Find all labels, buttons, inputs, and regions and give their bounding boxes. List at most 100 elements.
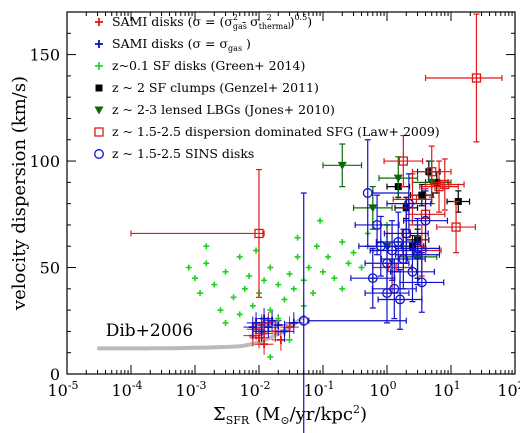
marker-open-circle (395, 294, 406, 305)
x-axis-label: ΣSFR (M⊙/yr/kpc2) (213, 403, 367, 427)
data-point (427, 167, 437, 177)
legend-entry: z ~ 1.5-2.5 SINS disks (94, 146, 254, 161)
marker-square (418, 191, 426, 199)
dib-relation-line (97, 314, 306, 351)
x-axis-label-sub: SFR (226, 414, 250, 427)
data-point (416, 277, 427, 288)
marker-open-circle (387, 245, 398, 256)
data-point (185, 264, 192, 271)
data-point (94, 149, 104, 159)
legend-entry: z~0.1 SF disks (Green+ 2014) (95, 58, 305, 73)
marker-open-circle (403, 198, 414, 209)
x-tick-base: 10 (433, 381, 453, 400)
data-point (325, 253, 332, 260)
data-point (275, 281, 282, 288)
x-tick-exponent: 2 (518, 379, 520, 392)
marker-open-circle (362, 188, 373, 198)
y-tick-label: 100 (29, 152, 60, 171)
marker-open-circle (412, 243, 423, 254)
data-point (230, 294, 237, 301)
x-tick-label: 10-2 (239, 379, 270, 400)
x-tick-exponent: 0 (390, 379, 397, 392)
data-point (253, 247, 260, 254)
data-point (289, 318, 298, 327)
data-point (368, 204, 378, 213)
data-point (294, 234, 301, 241)
y-axis-label: velocity dispersion (km/s) (9, 76, 30, 311)
data-point (261, 277, 268, 284)
data-point (294, 253, 301, 260)
data-point (337, 161, 347, 170)
data-point (393, 174, 403, 183)
marker-open-square (254, 228, 264, 239)
data-point (260, 314, 269, 323)
data-point (350, 249, 357, 256)
legend-label: z ~ 1.5-2.5 dispersion dominated SFG (La… (112, 124, 440, 139)
x-tick-label: 101 (433, 379, 460, 400)
legend-superscript: 2 (267, 13, 272, 22)
x-tick-exponent: -2 (260, 379, 271, 392)
data-point (362, 188, 373, 198)
data-point (246, 273, 253, 280)
legend-entry: z ~ 1.5-2.5 dispersion dominated SFG (La… (94, 124, 440, 139)
data-point (407, 266, 418, 277)
data-point (418, 191, 426, 199)
data-point (420, 215, 431, 226)
legend-label: SAMI disks (σ = σgas ) (112, 36, 251, 53)
data-point (320, 268, 326, 275)
data-point (264, 323, 273, 332)
y-tick-labels: 0 50 100 150 (29, 46, 60, 384)
y-tick-label: 150 (29, 46, 60, 65)
legend-text-part: - σ (238, 14, 259, 29)
marker-open-square (451, 222, 461, 232)
data-point (267, 353, 274, 360)
x-tick-exponent: -1 (324, 379, 335, 392)
data-point (257, 327, 266, 336)
x-tick-base: 10 (111, 381, 131, 400)
legend-label: z ~ 2-3 lensed LBGs (Jones+ 2010) (112, 102, 335, 117)
data-point (267, 264, 274, 271)
x-tick-labels: 10-510-410-310-210-1100101102 (47, 379, 520, 400)
x-tick-label: 100 (369, 379, 396, 400)
data-point (310, 290, 317, 297)
x-axis-label-sigma: Σ (213, 404, 226, 425)
data-point (222, 319, 229, 326)
data-point (305, 264, 312, 271)
x-tick-base: 10 (175, 381, 195, 400)
series-group (243, 307, 304, 343)
legend-label: z ~ 1.5-2.5 SINS disks (112, 146, 254, 161)
marker-open-square (94, 127, 104, 137)
marker-open-circle (367, 273, 378, 284)
marker-triangle (337, 161, 347, 170)
data-point (95, 18, 103, 26)
data-point (345, 260, 352, 267)
marker-open-circle (382, 288, 392, 299)
data-point (276, 335, 285, 344)
axis-ticks (66, 11, 516, 375)
x-tick-exponent: 1 (454, 379, 461, 392)
marker-open-square (427, 167, 437, 177)
data-point (286, 336, 293, 343)
marker-open-square (398, 156, 408, 166)
marker-open-circle (407, 266, 418, 277)
data-point (372, 219, 383, 230)
data-point (236, 311, 243, 318)
dib-annotation: Dib+2006 (106, 321, 193, 341)
data-point (274, 321, 283, 330)
data-point (382, 288, 392, 299)
data-point (217, 307, 224, 314)
dib-relation-layer (97, 314, 306, 351)
marker-open-square (434, 181, 444, 192)
marker-open-circle (372, 219, 383, 230)
data-point (339, 285, 346, 292)
data-point (248, 323, 257, 332)
x-tick-base: 10 (497, 381, 517, 400)
data-point (95, 84, 103, 92)
data-point (290, 285, 297, 292)
data-point (285, 323, 294, 332)
data-point (339, 238, 346, 245)
data-point (331, 275, 338, 282)
x-tick-exponent: -4 (132, 379, 143, 392)
x-tick-exponent: -3 (196, 379, 207, 392)
